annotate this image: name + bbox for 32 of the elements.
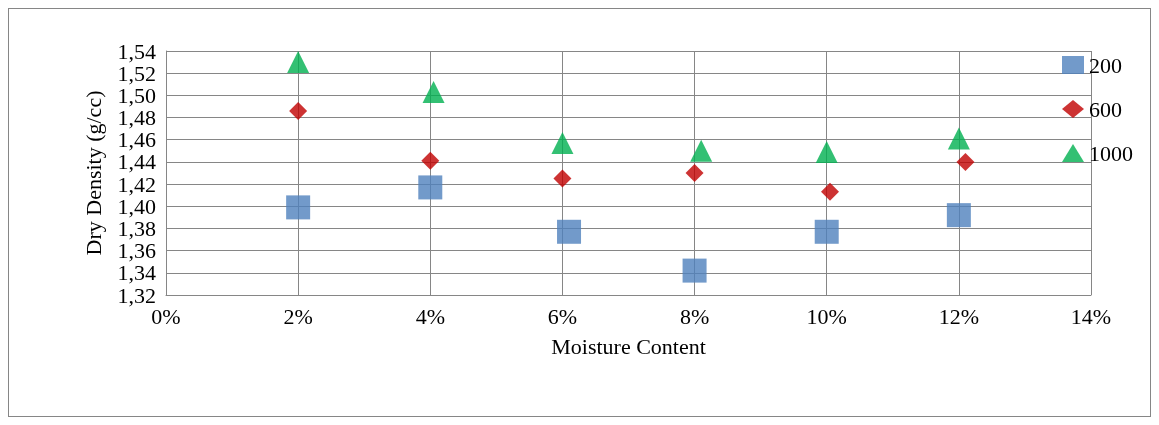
point: [289, 101, 308, 120]
x-tick-label: 12%: [938, 303, 980, 329]
x-tick-label: 2%: [283, 303, 313, 329]
x-tick-label: 6%: [547, 303, 578, 329]
point: [956, 152, 975, 171]
y-axis-title: Dry Density (g/cc): [80, 90, 106, 256]
legend-label: 200: [1089, 52, 1122, 78]
point: [553, 169, 572, 188]
legend-label: 600: [1089, 96, 1122, 122]
point: [690, 139, 713, 162]
point: [551, 132, 574, 155]
point: [947, 127, 970, 150]
point: [815, 140, 838, 163]
x-tick-label: 4%: [415, 303, 445, 329]
point: [421, 151, 440, 170]
point: [286, 195, 311, 220]
x-tick-label: 14%: [1070, 303, 1112, 329]
x-tick-label: 0%: [151, 303, 181, 329]
y-tick-label: 1,54: [117, 38, 156, 64]
x-axis-title: Moisture Content: [551, 333, 706, 359]
legend-label: 1000: [1089, 140, 1133, 166]
x-tick-label: 8%: [679, 303, 710, 329]
point: [418, 175, 443, 200]
x-tick-label: 10%: [806, 303, 847, 329]
point: [821, 182, 840, 201]
point: [946, 203, 971, 228]
point: [287, 51, 310, 74]
point: [422, 81, 445, 104]
point: [557, 219, 582, 244]
point: [685, 164, 704, 182]
point: [814, 219, 839, 244]
point: [682, 258, 707, 283]
